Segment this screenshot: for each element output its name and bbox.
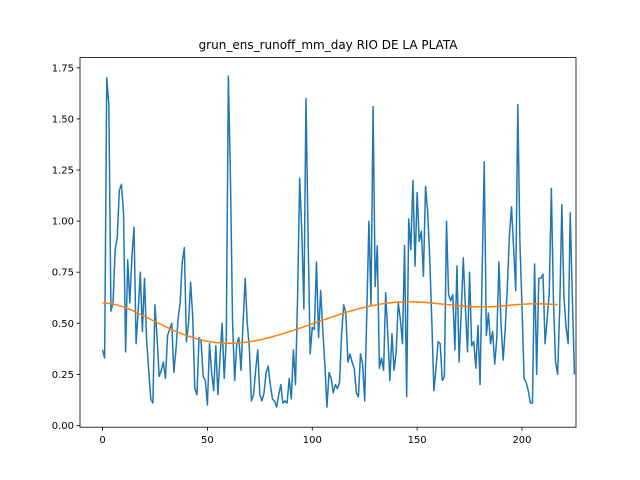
x-tick-label: 0 bbox=[99, 435, 105, 446]
axes-layer bbox=[79, 57, 577, 428]
x-tick-label: 50 bbox=[201, 435, 214, 446]
y-axis: 0.00 0.25 0.50 0.75 1.00 1.25 1.50 1.75 bbox=[52, 63, 80, 432]
y-tick-label: 1.50 bbox=[52, 114, 74, 125]
plot-frame bbox=[79, 57, 577, 428]
x-tick-label: 150 bbox=[408, 435, 427, 446]
y-tick-label: 0.75 bbox=[52, 268, 74, 279]
x-axis: 0 50 100 150 200 bbox=[99, 427, 532, 446]
chart-title: grun_ens_runoff_mm_day RIO DE LA PLATA bbox=[199, 38, 459, 52]
y-tick-label: 0.50 bbox=[52, 319, 74, 330]
y-tick-label: 1.00 bbox=[52, 217, 74, 228]
series-line-2 bbox=[102, 301, 558, 345]
x-tick-label: 200 bbox=[512, 435, 531, 446]
plot-area bbox=[80, 57, 576, 428]
y-tick-label: 0.25 bbox=[52, 370, 74, 381]
y-tick-label: 1.75 bbox=[52, 63, 74, 74]
y-tick-label: 1.25 bbox=[52, 166, 74, 177]
series-line-1 bbox=[101, 75, 576, 408]
x-tick-label: 100 bbox=[303, 435, 322, 446]
series-layer bbox=[101, 75, 576, 408]
y-tick-label: 0.00 bbox=[52, 421, 74, 432]
